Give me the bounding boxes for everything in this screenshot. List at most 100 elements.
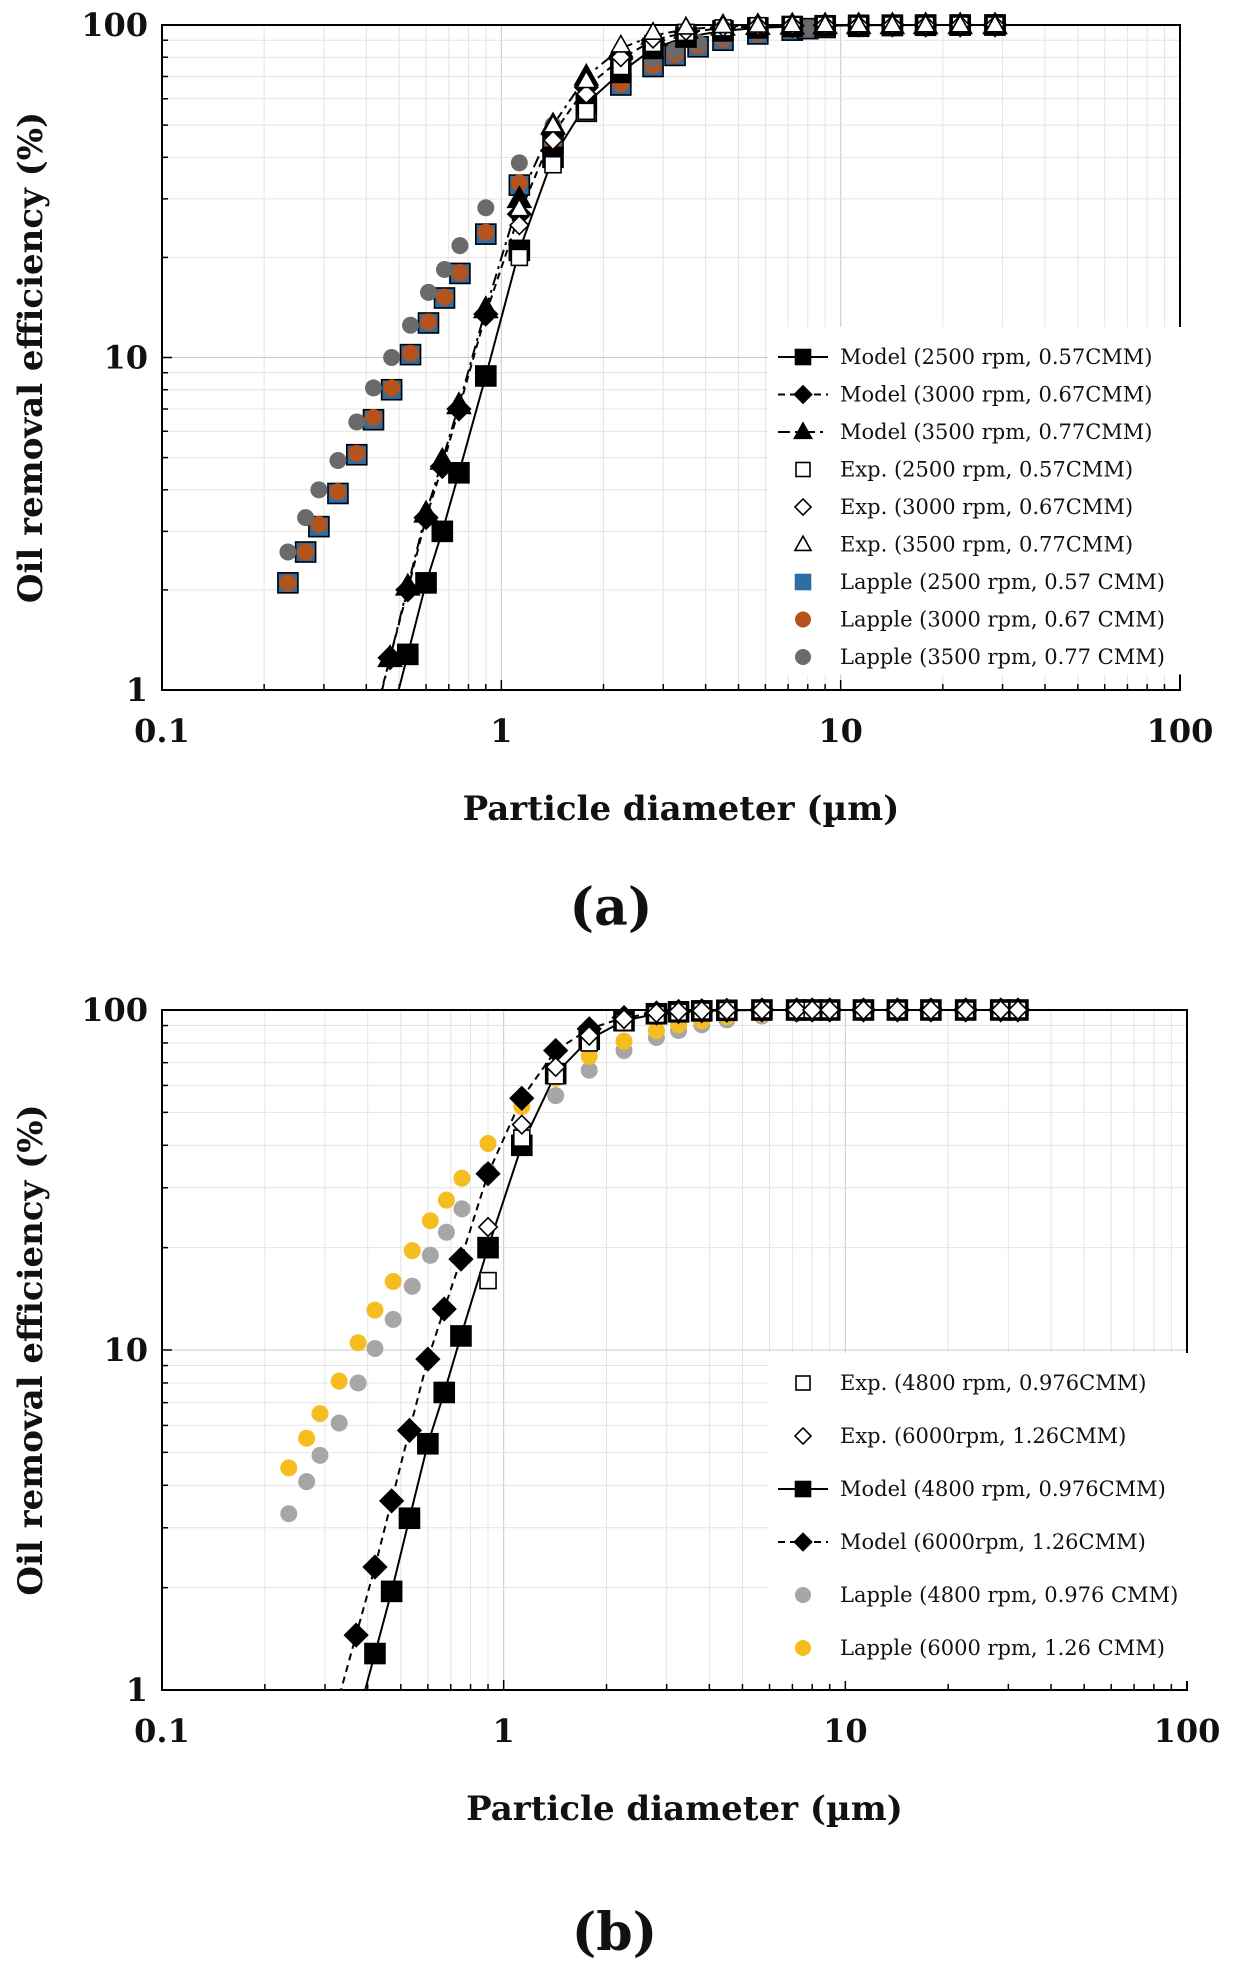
data-point [431,1296,457,1322]
legend-label: Lapple (4800 rpm, 0.976 CMM) [840,1583,1178,1607]
legend-item: Lapple (4800 rpm, 0.976 CMM) [795,1583,1178,1607]
data-point [383,379,401,397]
data-point [577,102,596,121]
legend-marker [795,461,811,478]
data-point [311,1446,329,1464]
x-tick-label: 10 [823,1712,868,1750]
legend-marker [793,1532,813,1552]
legend-label: Lapple (2500 rpm, 0.57 CMM) [840,570,1165,594]
legend-item: Lapple (2500 rpm, 0.57 CMM) [794,570,1165,594]
legend-item: Model (4800 rpm, 0.976CMM) [778,1477,1166,1501]
data-point [472,295,499,319]
x-axis-title-a: Particle diameter (µm) [463,789,900,829]
data-point [1007,999,1029,1021]
data-point [479,1271,497,1290]
x-axis-title-b: Particle diameter (µm) [466,1789,903,1829]
data-point [451,237,469,255]
data-point [647,1022,665,1040]
x-tick-label: 10 [818,712,863,750]
data-point [330,1414,348,1432]
data-point [475,1161,501,1187]
x-tick-label: 0.1 [134,1712,190,1750]
legend-label: Model (3500 rpm, 0.77CMM) [840,420,1153,444]
legend-marker [794,348,812,366]
data-point [453,1169,471,1187]
data-point [544,155,562,174]
data-point [949,13,971,33]
legend-label: Model (6000rpm, 1.26CMM) [840,1530,1146,1554]
data-point [437,1223,455,1241]
data-point [508,197,530,217]
legend-label: Exp. (4800 rpm, 0.976CMM) [840,1371,1146,1395]
data-point [310,481,328,499]
data-point [298,1473,316,1491]
data-point [712,14,734,34]
data-point [421,1246,439,1264]
data-point [510,174,528,192]
legend-a: Model (2500 rpm, 0.57CMM) Model (3000 rpm… [768,327,1208,675]
data-point [279,574,297,592]
data-point [415,572,437,594]
data-point [433,1381,456,1404]
y-axis-title-b: Oil removal efficiency (%) [11,1104,51,1595]
data-point [419,283,437,301]
legend-label: Lapple (3000 rpm, 0.67 CMM) [840,608,1165,632]
data-point [415,1346,441,1372]
data-point [510,154,528,172]
data-point [716,999,738,1021]
data-point [542,113,564,133]
data-point [413,499,439,523]
data-point [429,446,456,470]
y-tick-label: 100 [81,6,148,44]
data-point [384,1273,402,1291]
y-axis-title-a: Oil removal efficiency (%) [11,112,51,603]
data-point [403,1242,421,1260]
legend-label: Exp. (3500 rpm, 0.77CMM) [840,533,1133,557]
data-point [547,1087,565,1105]
data-point [610,33,632,53]
data-point [419,313,437,331]
data-point [280,1505,298,1523]
panel-label-a: (a) [570,877,653,938]
data-point [887,999,908,1021]
data-point [297,543,315,561]
data-point [781,13,803,33]
data-point [377,644,403,668]
data-point [437,1191,455,1209]
data-point [435,260,453,278]
data-point [990,999,1012,1021]
data-point [398,1507,421,1530]
data-point [450,1325,472,1347]
data-point [402,344,420,362]
data-points-a [277,11,1008,671]
data-point [477,1236,499,1259]
legend-label: Lapple (6000 rpm, 1.26 CMM) [840,1636,1165,1660]
data-point [362,1554,388,1580]
data-point [479,1134,497,1152]
legend-marker [793,497,813,517]
data-point [383,349,401,366]
legend-item: Lapple (3500 rpm, 0.77 CMM) [795,645,1165,669]
data-point [646,1002,667,1024]
data-point [613,1008,635,1030]
x-tick-label: 0.1 [134,712,190,750]
data-point [446,391,472,415]
data-point [453,1200,471,1218]
legend-label: Exp. (6000rpm, 1.26CMM) [840,1424,1126,1448]
legend-label: Model (4800 rpm, 0.976CMM) [840,1477,1166,1501]
data-point [448,1246,474,1272]
data-point [477,223,495,241]
data-point [310,515,328,533]
legend-item: Model (6000rpm, 1.26CMM) [778,1530,1146,1554]
data-point [510,248,529,267]
data-point [421,1212,439,1230]
legend-marker [795,1640,811,1656]
legend-item: Exp. (3000 rpm, 0.67CMM) [793,495,1133,519]
y-tick-label: 100 [81,991,148,1029]
data-point [881,13,903,33]
data-point [396,1417,423,1444]
data-point [580,1047,598,1065]
legend-background [768,327,1208,675]
data-point [311,1405,329,1423]
